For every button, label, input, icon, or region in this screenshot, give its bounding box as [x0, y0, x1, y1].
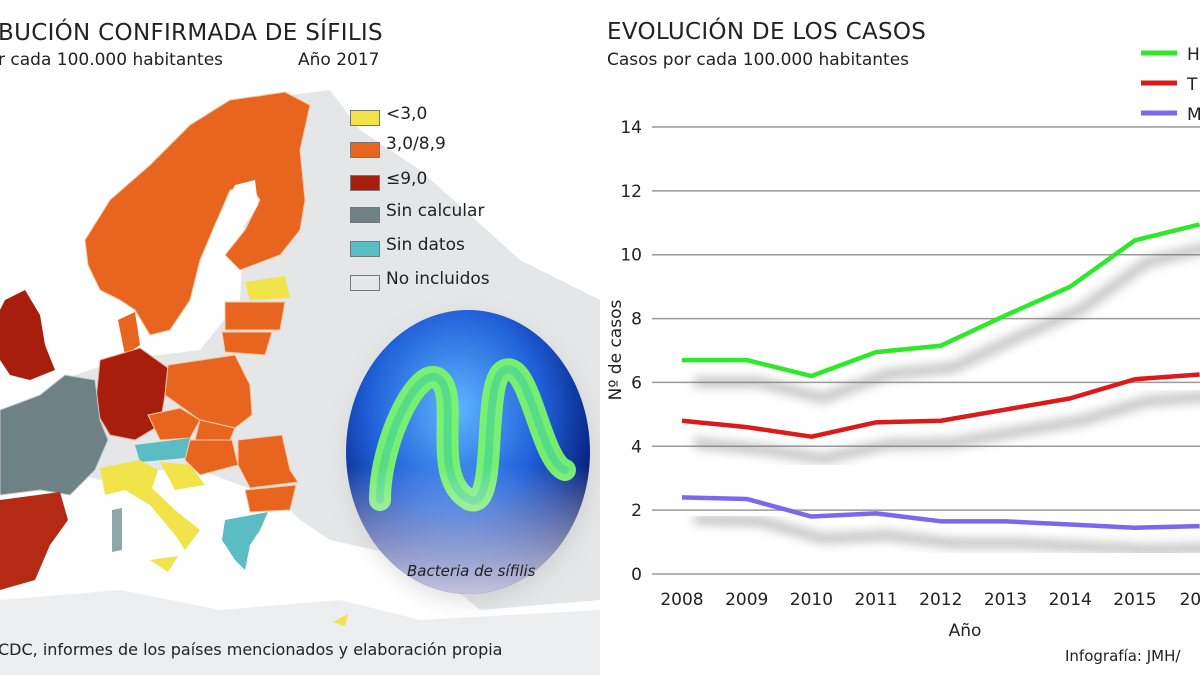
- island-sicily: [150, 556, 178, 572]
- bacteria-image: [346, 310, 590, 594]
- chart-title: EVOLUCIÓN DE LOS CASOS: [607, 19, 927, 45]
- x-tick-label: 2010: [790, 590, 833, 610]
- country-hungary: [184, 439, 239, 476]
- y-tick-label: 2: [631, 501, 642, 521]
- x-tick-label: 2009: [725, 590, 768, 610]
- country-poland: [164, 354, 253, 429]
- x-tick-label: 20: [1180, 590, 1200, 610]
- source-note: CDC, informes de los países mencionados …: [0, 640, 503, 659]
- x-tick-label: 2012: [919, 590, 962, 610]
- y-tick-label: 12: [620, 182, 642, 202]
- series-line-T: [681, 372, 1200, 439]
- legend-label: 3,0/8,9: [386, 134, 446, 154]
- country-denmark: [118, 312, 140, 355]
- country-romania: [237, 434, 299, 489]
- legend-swatch-sin-datos: [350, 241, 380, 257]
- legend-label: ≤9,0: [386, 169, 428, 189]
- y-tick-label: 0: [631, 565, 642, 585]
- map-title: BUCIÓN CONFIRMADA DE SÍFILIS: [0, 20, 383, 46]
- country-italy: [100, 460, 200, 550]
- series-line-H: [682, 222, 1200, 379]
- country-greece: [222, 512, 268, 570]
- legend-swatch-lt3: [350, 110, 380, 126]
- y-tick-label: 14: [620, 118, 642, 138]
- legend-label: Sin datos: [386, 235, 465, 255]
- x-tick-label: 2013: [984, 590, 1027, 610]
- country-bulgaria: [244, 484, 297, 513]
- europe-map: [0, 90, 600, 675]
- country-estonia: [245, 276, 290, 300]
- country-france: [0, 374, 109, 496]
- y-tick-label: 10: [620, 246, 642, 266]
- gulf-of-bothnia: [205, 180, 258, 270]
- legend-label: Sin calcular: [386, 201, 485, 221]
- legend-swatch-3-8: [350, 142, 380, 158]
- legend-label: T: [1186, 75, 1198, 95]
- legend-swatch-ge9: [350, 175, 380, 191]
- country-czechia: [147, 407, 201, 441]
- series-line-M: [681, 495, 1200, 530]
- x-tick-label: 2015: [1113, 590, 1156, 610]
- y-tick-label: 4: [631, 437, 642, 457]
- y-tick-label: 6: [631, 373, 642, 393]
- land-north-africa: [0, 590, 600, 675]
- map-year: Año 2017: [298, 50, 380, 70]
- chart-credit: Infografía: JMH/: [1065, 647, 1181, 665]
- legend-swatch-sin-calcular: [350, 207, 380, 223]
- island-cyprus: [333, 614, 348, 626]
- country-uk: [0, 290, 55, 380]
- legend-label: M: [1187, 105, 1200, 125]
- legend-swatch-no-incluidos: [350, 275, 380, 291]
- legend-label: No incluidos: [386, 269, 490, 289]
- x-tick-label: 2008: [660, 590, 703, 610]
- legend-label: H: [1187, 45, 1200, 65]
- country-austria: [135, 438, 190, 462]
- image-caption: Bacteria de sífilis: [407, 562, 536, 580]
- country-lithuania: [221, 331, 273, 356]
- legend-label: <3,0: [386, 104, 428, 124]
- x-tick-label: 2011: [854, 590, 897, 610]
- series-shadow: [694, 244, 1200, 404]
- x-axis-label: Año: [949, 621, 982, 641]
- chart-subtitle: Casos por cada 100.000 habitantes: [607, 50, 910, 70]
- island-sardinia: [112, 508, 122, 552]
- series-shadow: [693, 514, 1200, 555]
- y-tick-label: 8: [631, 310, 642, 330]
- map-subtitle: r cada 100.000 habitantes: [0, 50, 224, 70]
- country-slovenia-croatia: [160, 462, 205, 490]
- country-latvia: [224, 301, 286, 331]
- country-spain: [0, 492, 68, 590]
- country-scandinavia: [84, 91, 311, 336]
- x-tick-label: 2014: [1049, 590, 1092, 610]
- y-axis-label: Nº de casos: [606, 300, 626, 401]
- series-shadow: [693, 392, 1200, 464]
